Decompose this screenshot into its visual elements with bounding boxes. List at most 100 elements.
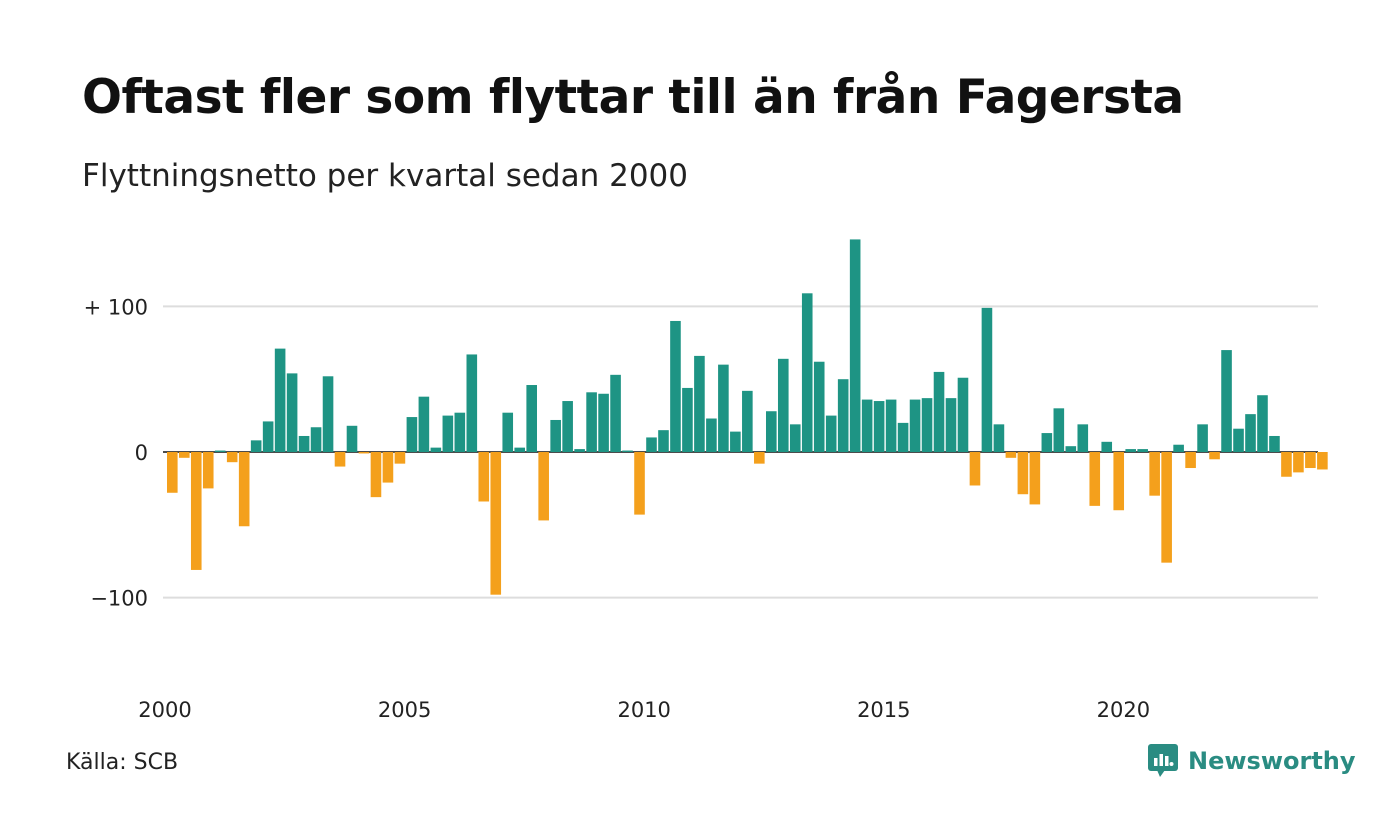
bar <box>202 452 214 489</box>
bar <box>538 452 549 521</box>
bar <box>1317 452 1328 470</box>
bar <box>1017 452 1029 495</box>
bar <box>1137 449 1148 452</box>
chart-subtitle: Flyttningsnetto per kvartal sedan 2000 <box>82 158 688 194</box>
bar <box>921 398 933 452</box>
bar <box>370 452 382 498</box>
bar <box>766 411 777 452</box>
bar <box>1161 452 1172 563</box>
bar <box>1005 452 1017 458</box>
bar <box>562 401 573 452</box>
bar <box>682 387 693 452</box>
bar <box>1113 452 1125 511</box>
bar <box>849 239 861 452</box>
bar <box>167 452 178 493</box>
bar <box>274 348 286 452</box>
bar <box>190 452 202 570</box>
bar <box>706 418 717 452</box>
bar <box>861 399 873 452</box>
bar <box>574 449 585 452</box>
bar <box>406 417 418 452</box>
bar-chart: + 100 0 −100 2000 2005 2010 2015 2020 <box>84 239 1328 722</box>
bar <box>550 419 561 452</box>
bar <box>777 358 789 452</box>
bar <box>945 398 957 452</box>
source-note: Källa: SCB <box>66 750 179 775</box>
bars <box>167 239 1328 595</box>
bar <box>646 437 657 452</box>
bar <box>993 424 1005 452</box>
bar <box>825 415 837 452</box>
bar <box>885 399 897 452</box>
bar <box>1173 444 1184 452</box>
bar <box>238 452 250 527</box>
bar <box>1089 452 1101 506</box>
bar <box>1221 350 1232 452</box>
x-tick-label: 2000 <box>138 698 191 722</box>
bar <box>394 452 406 464</box>
bar <box>322 376 334 452</box>
bar <box>1065 446 1077 452</box>
bar <box>933 371 945 452</box>
bar <box>981 307 993 452</box>
bar <box>250 440 262 452</box>
bar <box>1125 449 1136 452</box>
bar <box>622 450 633 452</box>
bar <box>658 430 669 452</box>
bar <box>526 385 537 452</box>
x-tick-label: 2015 <box>857 698 910 722</box>
bar <box>262 421 274 452</box>
bar <box>490 452 502 595</box>
bar <box>430 447 442 452</box>
bar <box>801 293 813 452</box>
bar <box>1041 433 1053 452</box>
brand-name: Newsworthy <box>1188 747 1356 775</box>
x-tick-label: 2020 <box>1097 698 1150 722</box>
bar <box>789 424 801 452</box>
bar <box>754 452 765 464</box>
bar <box>1101 441 1113 452</box>
bar <box>358 452 370 454</box>
bar <box>1281 452 1292 477</box>
bar <box>1269 435 1280 452</box>
bar <box>1077 424 1089 452</box>
bar <box>382 452 394 483</box>
axis-labels: + 100 0 −100 2000 2005 2010 2015 2020 <box>84 295 1150 722</box>
y-tick-label: 0 <box>135 441 148 465</box>
bar <box>837 379 849 452</box>
bar <box>286 373 298 452</box>
bar <box>502 412 514 452</box>
bar <box>634 452 645 515</box>
bar <box>298 435 310 452</box>
bar <box>586 392 597 452</box>
bar <box>514 447 526 452</box>
bar <box>670 320 681 452</box>
bar <box>1257 395 1268 452</box>
bar <box>742 390 753 452</box>
bar <box>1149 452 1160 496</box>
bar <box>214 450 226 452</box>
bar <box>346 425 358 452</box>
bar <box>610 374 621 452</box>
bar <box>1029 452 1041 505</box>
bar <box>334 452 346 467</box>
bar <box>1185 452 1196 469</box>
bar <box>694 355 705 452</box>
bar <box>957 377 969 452</box>
chart-title: Oftast fler som flyttar till än från Fag… <box>82 70 1184 125</box>
bar <box>454 412 466 452</box>
y-tick-label: + 100 <box>84 295 148 319</box>
y-tick-label: −100 <box>90 587 148 611</box>
newsworthy-logo-icon <box>1148 744 1178 777</box>
bar <box>178 452 190 458</box>
bar <box>1233 428 1244 452</box>
bar <box>969 452 981 486</box>
bar <box>1245 414 1256 452</box>
bar <box>418 396 430 452</box>
bar <box>1305 452 1316 469</box>
bar <box>909 399 921 452</box>
bar <box>1197 424 1208 452</box>
bar <box>442 415 454 452</box>
bar <box>730 431 741 452</box>
bar <box>310 427 322 452</box>
